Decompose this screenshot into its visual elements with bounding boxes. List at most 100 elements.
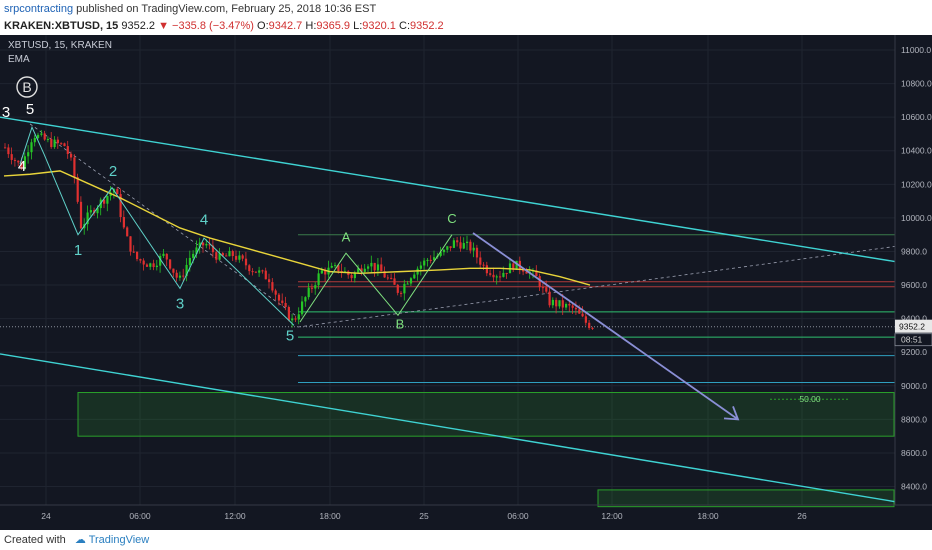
candle-body [50, 139, 53, 148]
open-value: 9342.7 [268, 20, 303, 32]
candle-body [40, 133, 43, 135]
time-tick-label: 12:00 [224, 511, 246, 521]
target-zone-large [77, 392, 895, 437]
open-label: O: [257, 20, 269, 32]
target-zones: 50.00 [77, 392, 895, 508]
candle-body [317, 273, 320, 286]
candle-body [505, 272, 508, 274]
last-price: 9352.2 [121, 20, 156, 32]
channel-lower-line [0, 353, 896, 503]
price-tick-label: 8600.0 [901, 448, 927, 458]
author-link[interactable]: srpcontracting [4, 3, 74, 15]
price-tick-label: 9200.0 [901, 347, 927, 357]
impulse-wave-line [19, 125, 295, 326]
candle-body [96, 208, 99, 214]
candle-body [320, 270, 323, 274]
candle-body [380, 264, 383, 272]
candle-body [284, 302, 287, 308]
low-value: 9320.1 [362, 20, 396, 32]
tradingview-cloud-icon: ☁ [74, 534, 86, 546]
candle-body [350, 275, 353, 279]
candle-body [423, 260, 426, 266]
candle-body [515, 260, 518, 270]
candle-body [122, 217, 125, 228]
badge-circle-icon [16, 76, 38, 98]
price-tick-label: 10800.0 [901, 79, 932, 89]
candle-body [548, 291, 551, 306]
candle-body [142, 260, 145, 265]
candle-body [211, 245, 215, 253]
candle-body [376, 264, 380, 271]
wave-label: 3 [2, 104, 10, 121]
candle-body [383, 271, 386, 278]
candle-body [268, 279, 271, 283]
candle-body [403, 283, 406, 294]
candle-body [578, 309, 581, 314]
price-tick-label: 9600.0 [901, 280, 927, 290]
candle-body [202, 242, 205, 246]
candle-body [485, 265, 488, 274]
candle-body [251, 271, 254, 273]
candle-body [258, 270, 261, 273]
tradingview-brand[interactable]: TradingView [88, 534, 150, 546]
candle-body [248, 265, 251, 272]
price-tick-label: 9800.0 [901, 246, 927, 256]
close-label: C: [399, 20, 410, 32]
candle-body [565, 303, 568, 308]
candle-body [89, 210, 92, 213]
candle-body [7, 147, 10, 155]
candle-body [462, 243, 465, 249]
candle-body [66, 146, 69, 154]
candle-body [73, 157, 76, 178]
candle-body [103, 199, 106, 204]
candle-body [238, 255, 241, 260]
candle-body [386, 277, 389, 279]
footer: Created with ☁ TradingView [0, 530, 932, 550]
candle-body [63, 143, 66, 147]
wave-label: 5 [26, 101, 34, 118]
last-price-tag [895, 319, 932, 333]
candle-body [551, 299, 554, 306]
candle-body [475, 247, 479, 258]
wave-label: 1 [74, 242, 82, 259]
change-value: ▼ −335.8 (−3.47%) [158, 20, 254, 32]
candle-body [541, 287, 545, 289]
candle-body [545, 287, 548, 292]
candle-body [235, 256, 238, 260]
candle-body [33, 137, 36, 143]
time-tick-label: 18:00 [319, 511, 341, 521]
abc-label: C [447, 211, 456, 226]
candle-body [482, 264, 485, 266]
candle-body [70, 153, 73, 158]
trend-dashed-line [29, 123, 301, 319]
candle-body [396, 284, 399, 293]
candle-body [357, 268, 360, 273]
candle-body [20, 162, 23, 169]
candle-body [129, 236, 132, 252]
candle-body [241, 255, 244, 259]
candle-body [370, 262, 373, 267]
candle-body [30, 142, 33, 153]
target-zone-small [597, 489, 895, 508]
time-tick-label: 06:00 [507, 511, 529, 521]
candle-body [188, 257, 191, 265]
candle-body [446, 246, 449, 250]
candle-body [205, 243, 208, 246]
candle-body [439, 252, 442, 256]
candle-body [588, 322, 591, 328]
candle-body [244, 258, 248, 266]
candle-body [172, 268, 175, 273]
candle-body [261, 270, 264, 272]
candle-body [469, 241, 472, 251]
created-with-label: Created with [4, 534, 66, 546]
abc-label: A [342, 229, 351, 244]
candle-body [561, 300, 564, 308]
candle-body [119, 194, 122, 218]
candle-body [343, 271, 347, 273]
candle-body [433, 257, 436, 261]
candle-body [591, 327, 594, 329]
price-tick-label: 10600.0 [901, 112, 932, 122]
arrow-shaft [472, 232, 739, 421]
